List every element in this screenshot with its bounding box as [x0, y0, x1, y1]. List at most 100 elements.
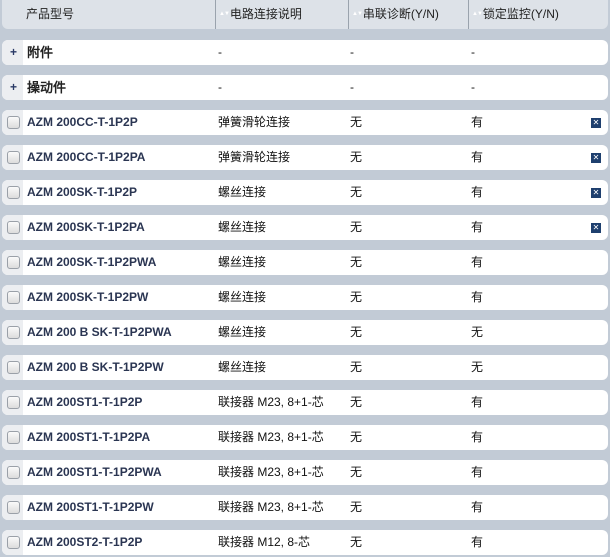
row-checkbox[interactable] [7, 186, 20, 199]
product-name-link[interactable]: AZM 200ST1-T-1P2PA [27, 430, 151, 444]
table-header: 产品型号 ▲▼电路连接说明 ▲▼串联诊断(Y/N) ▲▼锁定监控(Y/N) [2, 0, 608, 29]
lock-cell: 有 [471, 150, 484, 164]
header-lock-monitoring[interactable]: ▲▼锁定监控(Y/N) [468, 0, 559, 29]
product-name-link[interactable]: AZM 200ST2-T-1P2P [27, 535, 143, 549]
sort-icon[interactable]: ▲▼ [219, 11, 230, 18]
circuit-cell: 螺丝连接 [218, 255, 267, 269]
product-name-link[interactable]: AZM 200ST1-T-1P2PWA [27, 465, 162, 479]
header-serial-diagnosis[interactable]: ▲▼串联诊断(Y/N) [348, 0, 439, 29]
serial-cell: 无 [350, 325, 363, 339]
serial-cell: 无 [350, 430, 363, 444]
lock-cell: 有 [471, 465, 484, 479]
remove-icon[interactable]: ✕ [591, 188, 601, 198]
product-name-link[interactable]: AZM 200SK-T-1P2PWA [27, 255, 157, 269]
table-row[interactable]: AZM 200ST1-T-1P2P 联接器 M23, 8+1-芯 无 有 [2, 390, 608, 415]
select-cell [2, 530, 23, 555]
lock-cell: 无 [471, 360, 484, 374]
circuit-cell: 联接器 M23, 8+1-芯 [218, 430, 324, 444]
table-row[interactable]: AZM 200 B SK-T-1P2PW 螺丝连接 无 无 [2, 355, 608, 380]
header-circuit[interactable]: ▲▼电路连接说明 [215, 0, 302, 29]
product-name-link[interactable]: AZM 200SK-T-1P2P [27, 185, 138, 199]
row-checkbox[interactable] [7, 291, 20, 304]
serial-cell: - [350, 80, 354, 94]
group-row[interactable]: + 附件 - - - [2, 40, 608, 65]
product-name-link[interactable]: AZM 200CC-T-1P2P [27, 115, 138, 129]
table-row[interactable]: AZM 200 B SK-T-1P2PWA 螺丝连接 无 无 [2, 320, 608, 345]
product-name-link[interactable]: AZM 200 B SK-T-1P2PWA [27, 325, 172, 339]
table-row[interactable]: AZM 200SK-T-1P2PA 螺丝连接 无 有 ✕ [2, 215, 608, 240]
product-name-link[interactable]: AZM 200SK-T-1P2PA [27, 220, 145, 234]
serial-cell: 无 [350, 255, 363, 269]
table-row[interactable]: AZM 200ST1-T-1P2PW 联接器 M23, 8+1-芯 无 有 [2, 495, 608, 520]
lock-cell: - [471, 80, 475, 94]
lock-cell: 有 [471, 185, 484, 199]
select-cell [2, 145, 23, 170]
serial-cell: 无 [350, 185, 363, 199]
select-cell [2, 425, 23, 450]
row-checkbox[interactable] [7, 116, 20, 129]
table-row[interactable]: AZM 200SK-T-1P2PW 螺丝连接 无 有 [2, 285, 608, 310]
select-cell [2, 355, 23, 380]
sort-icon[interactable]: ▲▼ [472, 11, 483, 18]
plus-icon[interactable]: + [10, 45, 18, 59]
product-name-link[interactable]: AZM 200CC-T-1P2PA [27, 150, 146, 164]
select-cell [2, 390, 23, 415]
lock-cell: 有 [471, 500, 484, 514]
serial-cell: 无 [350, 150, 363, 164]
row-checkbox[interactable] [7, 466, 20, 479]
lock-cell: 有 [471, 220, 484, 234]
circuit-cell: 联接器 M23, 8+1-芯 [218, 395, 324, 409]
circuit-cell: - [218, 45, 222, 59]
serial-cell: - [350, 45, 354, 59]
product-name-link[interactable]: AZM 200ST1-T-1P2PW [27, 500, 154, 514]
row-checkbox[interactable] [7, 431, 20, 444]
row-checkbox[interactable] [7, 361, 20, 374]
table-row[interactable]: AZM 200ST1-T-1P2PWA 联接器 M23, 8+1-芯 无 有 [2, 460, 608, 485]
row-checkbox[interactable] [7, 151, 20, 164]
row-checkbox[interactable] [7, 256, 20, 269]
table-row[interactable]: AZM 200ST1-T-1P2PA 联接器 M23, 8+1-芯 无 有 [2, 425, 608, 450]
circuit-cell: 联接器 M23, 8+1-芯 [218, 500, 324, 514]
lock-cell: 有 [471, 255, 484, 269]
table-row[interactable]: AZM 200ST2-T-1P2P 联接器 M12, 8-芯 无 有 [2, 530, 608, 555]
row-checkbox[interactable] [7, 326, 20, 339]
product-name-link[interactable]: AZM 200 B SK-T-1P2PW [27, 360, 164, 374]
sort-icon[interactable]: ▲▼ [352, 11, 363, 18]
table-row[interactable]: AZM 200CC-T-1P2P 弹簧滑轮连接 无 有 ✕ [2, 110, 608, 135]
row-checkbox[interactable] [7, 396, 20, 409]
select-cell [2, 180, 23, 205]
serial-cell: 无 [350, 360, 363, 374]
remove-icon[interactable]: ✕ [591, 223, 601, 233]
table-row[interactable]: AZM 200CC-T-1P2PA 弹簧滑轮连接 无 有 ✕ [2, 145, 608, 170]
select-cell [2, 320, 23, 345]
serial-cell: 无 [350, 465, 363, 479]
circuit-cell: 联接器 M12, 8-芯 [218, 535, 311, 549]
select-cell [2, 110, 23, 135]
serial-cell: 无 [350, 395, 363, 409]
header-product-model[interactable]: 产品型号 [26, 7, 75, 21]
select-cell [2, 460, 23, 485]
select-cell [2, 215, 23, 240]
select-cell [2, 250, 23, 275]
plus-icon[interactable]: + [10, 80, 18, 94]
remove-icon[interactable]: ✕ [591, 118, 601, 128]
remove-icon[interactable]: ✕ [591, 153, 601, 163]
table-row[interactable]: AZM 200SK-T-1P2P 螺丝连接 无 有 ✕ [2, 180, 608, 205]
product-name-link[interactable]: AZM 200SK-T-1P2PW [27, 290, 149, 304]
circuit-cell: 弹簧滑轮连接 [218, 115, 291, 129]
lock-cell: - [471, 45, 475, 59]
row-checkbox[interactable] [7, 221, 20, 234]
lock-cell: 有 [471, 290, 484, 304]
group-label[interactable]: 附件 [27, 45, 54, 60]
group-row[interactable]: + 操动件 - - - [2, 75, 608, 100]
circuit-cell: 螺丝连接 [218, 325, 267, 339]
select-cell [2, 285, 23, 310]
row-checkbox[interactable] [7, 501, 20, 514]
product-name-link[interactable]: AZM 200ST1-T-1P2P [27, 395, 143, 409]
group-label[interactable]: 操动件 [27, 80, 67, 95]
table-row[interactable]: AZM 200SK-T-1P2PWA 螺丝连接 无 有 [2, 250, 608, 275]
serial-cell: 无 [350, 220, 363, 234]
select-cell [2, 495, 23, 520]
row-checkbox[interactable] [7, 536, 20, 549]
circuit-cell: 螺丝连接 [218, 360, 267, 374]
